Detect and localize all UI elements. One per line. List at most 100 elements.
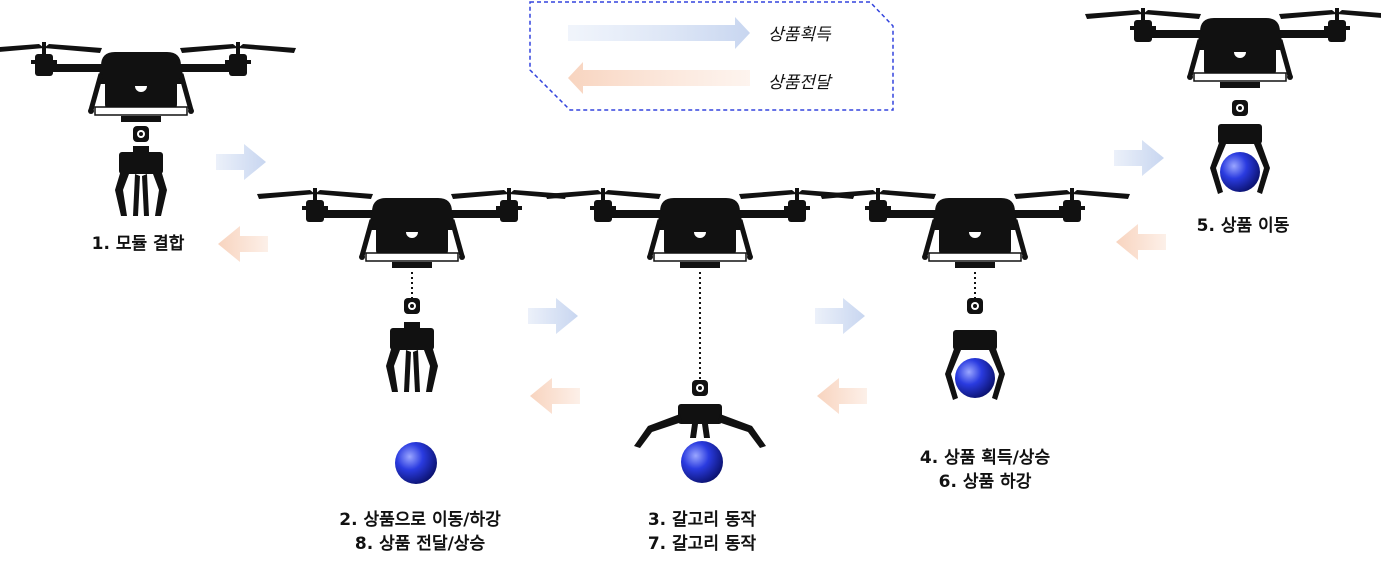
connector <box>1232 100 1248 116</box>
product-ball <box>955 358 995 398</box>
drone-lower-body <box>939 230 1011 256</box>
drone-2 <box>257 188 567 268</box>
step-5-label: 5. 상품 이동 <box>1168 214 1318 238</box>
drone-body <box>97 52 185 84</box>
landing-leg <box>1277 39 1293 77</box>
leg-foot <box>1287 74 1293 80</box>
motor-ring <box>590 206 616 210</box>
leg-foot <box>459 254 465 260</box>
connector-pin <box>698 386 702 390</box>
step-6-line2: 6. 상품 하강 <box>938 472 1032 492</box>
landing-leg <box>1012 219 1028 257</box>
step-4-label: 4. 상품 획득/상승 6. 상품 하강 <box>880 446 1090 494</box>
camera-lens <box>969 232 981 238</box>
gripper-finger <box>989 346 1005 400</box>
motor-ring <box>31 60 57 64</box>
propeller-blade <box>238 44 296 53</box>
propeller-shaft <box>42 42 46 56</box>
gripper-body <box>390 328 434 350</box>
legend-acquire-arrow <box>568 17 750 49</box>
landing-leg <box>88 73 104 111</box>
drone-lower-body <box>1204 50 1276 76</box>
drone-body <box>1196 18 1284 50</box>
connector-pin <box>1238 106 1242 110</box>
landing-leg <box>737 219 753 257</box>
base-plate <box>928 252 1022 262</box>
connector <box>967 298 983 314</box>
landing-leg <box>359 219 375 257</box>
gripper-body <box>1218 124 1262 144</box>
connector-pin <box>973 304 977 308</box>
propeller-blade <box>1337 10 1381 18</box>
gripper-neck <box>133 146 149 154</box>
legend <box>529 1 894 111</box>
connector <box>692 380 708 396</box>
propeller-shaft <box>601 188 605 202</box>
gripper-neck <box>404 322 420 330</box>
motor <box>306 200 324 222</box>
motor-ring <box>865 206 891 210</box>
legend-deliver-label: 상품전달 <box>768 73 831 93</box>
propeller-blade <box>44 44 102 53</box>
step-2-line1: 2. 상품으로 이동/하강 <box>339 510 501 530</box>
step-4-line1: 4. 상품 획득/상승 <box>919 448 1051 468</box>
connector <box>133 126 149 142</box>
forward-arrow <box>528 298 578 334</box>
step-7-line2: 7. 갈고리 동작 <box>647 534 757 554</box>
gripper-closed <box>115 146 167 216</box>
propeller-blade <box>878 190 936 199</box>
propeller-blade <box>603 190 661 199</box>
motor-ring <box>784 206 810 210</box>
motor <box>229 54 247 76</box>
gripper-finger <box>413 350 420 392</box>
drone-body <box>931 198 1019 230</box>
connector-pin <box>139 132 143 136</box>
leg-foot <box>1022 254 1028 260</box>
leg-foot <box>922 254 928 260</box>
landing-leg <box>178 73 194 111</box>
forward-arrow <box>815 298 865 334</box>
back-arrow <box>1116 224 1166 260</box>
legend-acquire-label: 상품획득 <box>768 25 831 45</box>
gripper-finger <box>404 350 411 392</box>
propeller-shaft <box>507 188 511 202</box>
camera-lens <box>406 232 418 238</box>
step-3-label: 3. 갈고리 동작 7. 갈고리 동작 <box>602 508 802 556</box>
gripper-body <box>953 330 997 350</box>
propeller-blade <box>1143 10 1201 19</box>
motor <box>1134 20 1152 42</box>
gripper-finger <box>702 424 710 438</box>
motor-ring <box>1324 26 1350 30</box>
leg-foot <box>647 254 653 260</box>
step-8-line2: 8. 상품 전달/상승 <box>354 534 486 554</box>
back-arrow <box>218 226 268 262</box>
propeller-shaft <box>1070 188 1074 202</box>
gripper-finger <box>424 346 438 392</box>
motor <box>500 200 518 222</box>
connector-pin <box>410 304 414 308</box>
module-mount <box>680 262 720 268</box>
gripper-holding <box>945 330 1005 400</box>
propeller-shaft <box>876 188 880 202</box>
gripper-finger <box>690 424 698 438</box>
motor <box>1328 20 1346 42</box>
propeller-blade <box>0 44 44 52</box>
leg-foot <box>1187 74 1193 80</box>
gripper-closed <box>386 322 438 392</box>
propeller-blade <box>1085 10 1143 19</box>
gripper-finger <box>142 174 149 216</box>
forward-arrow <box>216 144 266 180</box>
propeller-shaft <box>795 188 799 202</box>
step-1-line1: 1. 모듈 결합 <box>91 234 185 254</box>
gripper-body <box>119 152 163 174</box>
drone-3 <box>545 188 855 268</box>
legend-border <box>529 1 894 111</box>
drone-body <box>656 198 744 230</box>
motor <box>869 200 887 222</box>
propeller-shaft <box>1335 8 1339 22</box>
drone-lower-body <box>664 230 736 256</box>
motor <box>35 54 53 76</box>
gripper-holding <box>1210 124 1270 194</box>
